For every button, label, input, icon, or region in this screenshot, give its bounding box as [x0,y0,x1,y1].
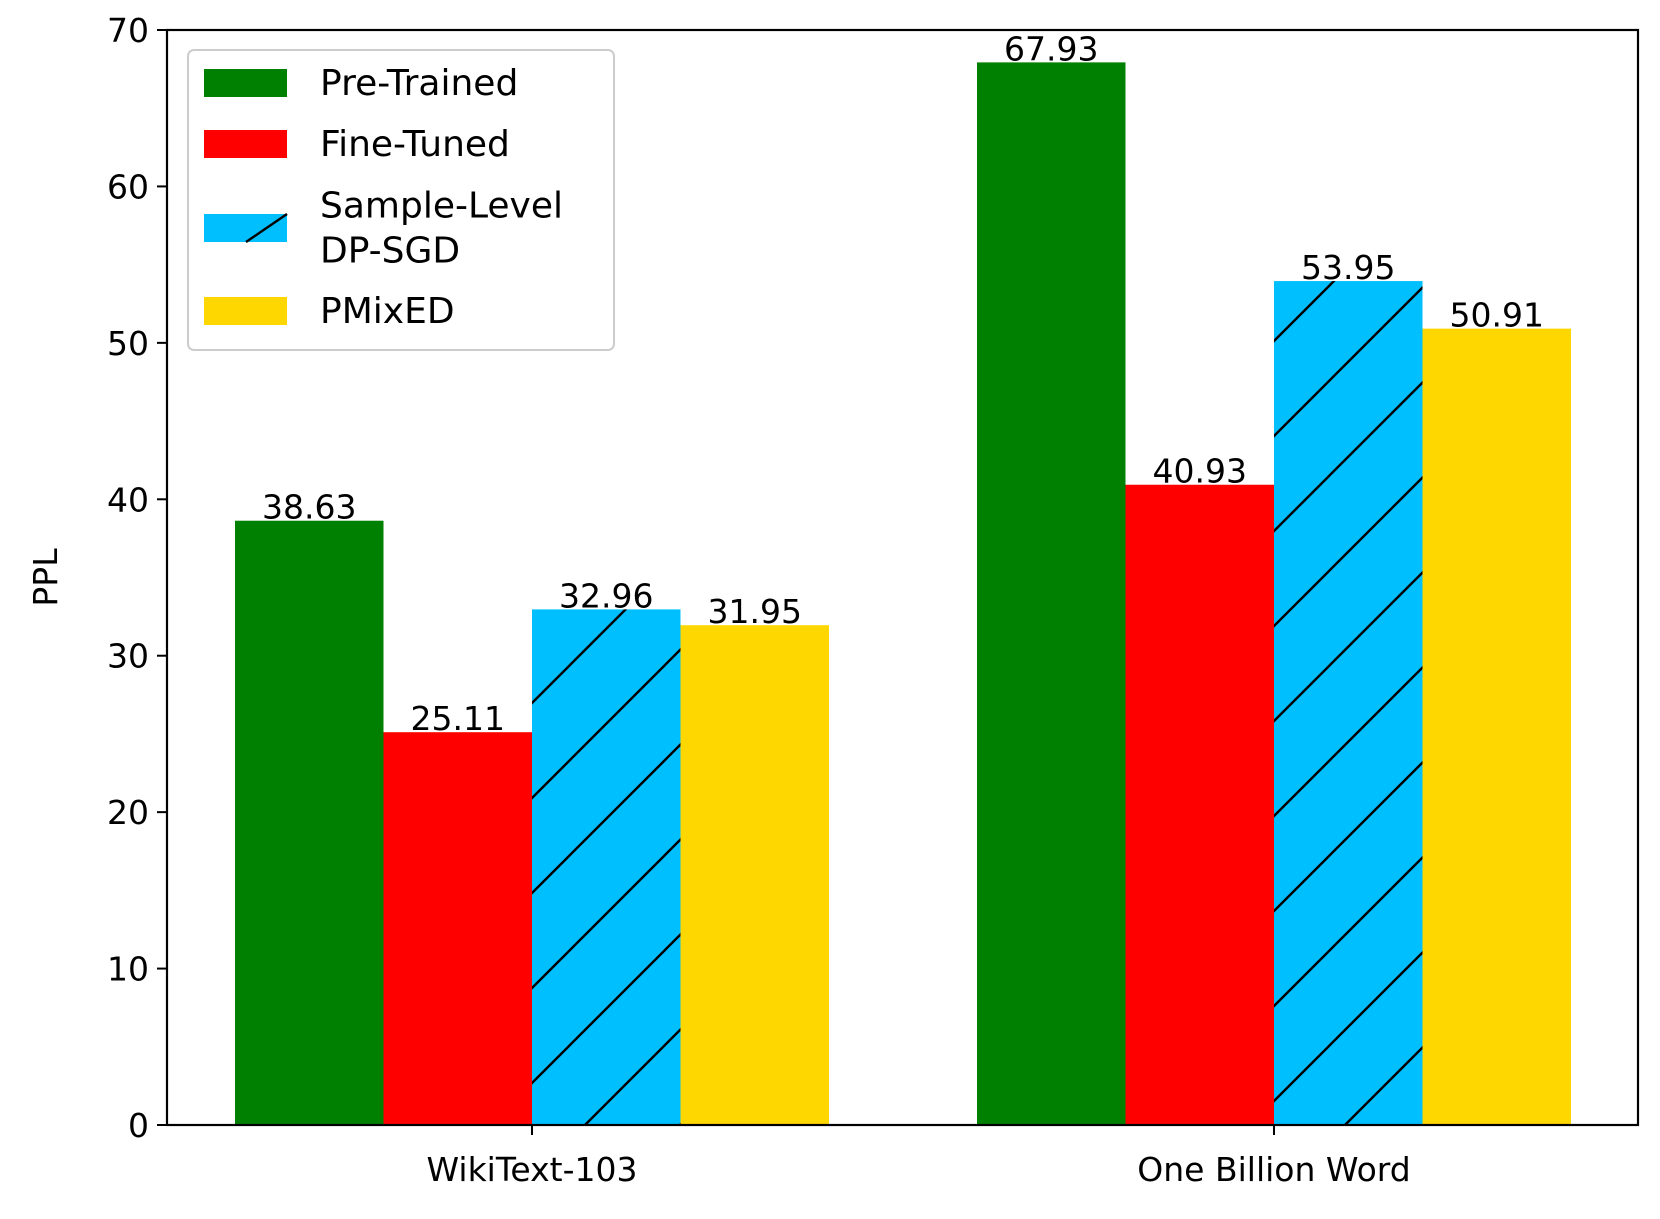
y-tick-label: 60 [107,167,149,206]
bar-pmixed-wikitext-103 [680,625,829,1125]
legend-label-pre-trained: Pre-Trained [320,63,518,104]
y-axis-label: PPL [26,548,65,607]
plot-frame [165,28,1640,1127]
legend-swatch-fine-tuned [204,130,287,158]
bar-labels-layer: 38.63 25.11 32.96 31.95 67.93 40.93 53.95 50.91 [262,29,1544,738]
bar-pre-trained-one-billion-word [977,62,1126,1125]
legend: Pre-Trained Fine-Tuned Sample-Level DP-SGD P… [187,49,615,351]
y-tick-label: 0 [128,1106,149,1145]
bar-label-fine-tuned-one-billion-word: 40.93 [1153,452,1247,491]
y-tick-label: 50 [107,324,149,363]
bar-label-pmixed-wikitext-103: 31.95 [708,592,802,631]
bar-label-sample-level-dp-sgd-one-billion-word: 53.95 [1301,248,1395,287]
legend-swatch-hatch [245,213,288,243]
x-tick-label: WikiText-103 [427,1150,638,1189]
legend-label-pmixed: PMixED [320,291,455,332]
legend-swatch-pmixed [204,297,287,325]
legend-label-sample-level-dp-sgd: Sample-Level DP-SGD [320,186,563,272]
y-tick-label: 30 [107,637,149,676]
y-tick-label: 70 [107,11,149,50]
bar-label-pmixed-one-billion-word: 50.91 [1450,296,1544,335]
legend-box [187,49,615,351]
bar-pmixed-one-billion-word [1422,328,1571,1125]
bar-hatch-sample-level-dp-sgd-one-billion-word [1274,281,1423,1125]
bar-label-pre-trained-wikitext-103: 38.63 [262,488,356,527]
x-axis: WikiText-103 One Billion Word [427,1125,1411,1189]
legend-swatch-sample-level-dp-sgd [204,214,287,242]
legend-swatch-pre-trained [204,69,287,97]
bars-layer [235,62,1571,1125]
y-axis: 0 10 20 30 40 50 60 70 [107,11,167,1145]
x-tick-label: One Billion Word [1137,1150,1410,1189]
bar-label-sample-level-dp-sgd-wikitext-103: 32.96 [559,576,653,615]
y-tick-label: 20 [107,793,149,832]
bar-fine-tuned-wikitext-103 [383,732,532,1125]
bar-fine-tuned-one-billion-word [1125,484,1274,1125]
bar-pre-trained-wikitext-103 [235,520,384,1125]
bar-hatch-sample-level-dp-sgd-wikitext-103 [532,609,681,1125]
bar-label-pre-trained-one-billion-word: 67.93 [1004,29,1098,68]
bar-label-fine-tuned-wikitext-103: 25.11 [411,699,505,738]
legend-label-fine-tuned: Fine-Tuned [320,124,510,165]
y-tick-label: 40 [107,480,149,519]
y-tick-label: 10 [107,950,149,989]
